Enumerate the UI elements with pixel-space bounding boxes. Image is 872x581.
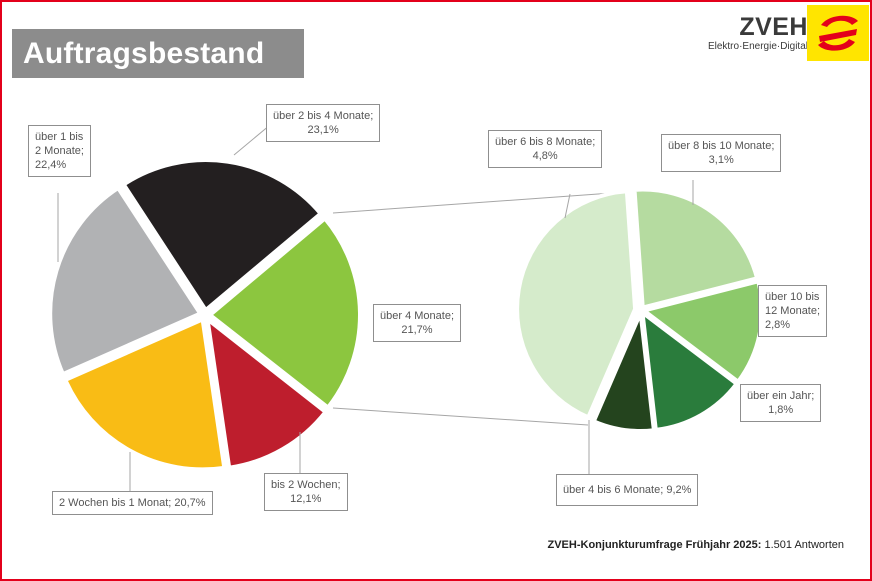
data-label-bis-2-wochen: bis 2 Wochen; 12,1% xyxy=(264,473,348,511)
leader-line-5 xyxy=(564,193,571,219)
data-label-ueber-6-bis-8-monate: über 6 bis 8 Monate; 4,8% xyxy=(488,130,603,168)
label-category: über 8 bis 10 Monate; xyxy=(668,140,775,152)
pie-slice-ueber-10-bis-12-monate xyxy=(640,310,739,432)
footnote-responses: 1.501 Antworten xyxy=(764,539,844,551)
pie-slice-ueber-1-bis-2-monate xyxy=(48,186,203,377)
logo-name: ZVEH xyxy=(739,13,808,41)
label-category: bis 2 Wochen; xyxy=(271,479,341,491)
pie-slice-ueber-4-bis-6-monate xyxy=(515,189,638,420)
label-category: über 4 Monate; xyxy=(380,310,454,322)
label-value: 21,7% xyxy=(401,324,433,336)
label-category: über 6 bis 8 Monate; xyxy=(495,136,596,148)
data-label-2-wochen-bis-1-monat: 2 Wochen bis 1 Monat; 20,7% xyxy=(52,491,213,515)
data-label-ueber-ein-jahr: über ein Jahr; 1,8% xyxy=(740,384,822,422)
label-value: 1,8% xyxy=(768,404,794,416)
zveh-logo: ZVEH Elektro·Energie·Digital xyxy=(690,14,808,53)
label-category: über 2 bis 4 Monate; xyxy=(273,110,374,122)
pie-slice-ueber-6-bis-8-monate xyxy=(632,187,760,310)
logo-tagline: Elektro·Energie·Digital xyxy=(707,41,808,52)
label-value: 4,8% xyxy=(532,150,558,162)
chart-footnote: ZVEH-Konjunkturumfrage Frühjahr 2025: 1.… xyxy=(548,539,845,551)
data-label-ueber-1-bis-2-monate: über 1 bis 2 Monate; 22,4% xyxy=(28,125,91,177)
label-value: 2,8% xyxy=(765,319,791,331)
zveh-logo-icon xyxy=(807,5,869,61)
connector-lines xyxy=(332,192,613,426)
leader-line-2 xyxy=(233,124,271,156)
chart-title: Auftragsbestand xyxy=(12,29,304,78)
pie-slice-ueber-2-bis-4-monate xyxy=(121,158,323,313)
breakdown-pie xyxy=(515,187,764,433)
label-value: 12,1% xyxy=(290,493,322,505)
data-label-ueber-2-bis-4-monate: über 2 bis 4 Monate; 23,1% xyxy=(266,104,381,142)
connector-line-1 xyxy=(332,192,613,214)
data-label-ueber-8-bis-10-monate: über 8 bis 10 Monate; 3,1% xyxy=(661,134,782,172)
label-category: über ein Jahr; xyxy=(747,390,815,402)
label-category: über 10 bis xyxy=(765,291,820,303)
data-label-ueber-10-bis-12-monate: über 10 bis 12 Monate; 2,8% xyxy=(758,285,828,337)
label-category: über 1 bis xyxy=(35,131,84,143)
pie-slice-bis-2-wochen xyxy=(205,317,328,470)
label-category: über 4 bis 6 Monate; 9,2% xyxy=(563,484,692,496)
label-leader-lines xyxy=(57,124,694,491)
label-category-2: 2 Monate; xyxy=(35,145,84,157)
pie-slice-ueber-ein-jahr xyxy=(591,310,656,433)
connector-line-2 xyxy=(332,407,589,426)
data-label-ueber-4-monate: über 4 Monate; 21,7% xyxy=(373,304,461,342)
pie-slice-2-wochen-bis-1-monat xyxy=(63,317,227,472)
label-category: 2 Wochen bis 1 Monat; 20,7% xyxy=(59,497,206,509)
label-value: 22,4% xyxy=(35,159,67,171)
footnote-survey: ZVEH-Konjunkturumfrage Frühjahr 2025: xyxy=(547,539,762,551)
label-value: 23,1% xyxy=(307,124,339,136)
label-value: 3,1% xyxy=(708,154,734,166)
pie-slice-ueber-4-monate xyxy=(207,216,362,410)
data-label-ueber-4-bis-6-monate: über 4 bis 6 Monate; 9,2% xyxy=(556,474,699,506)
main-pie xyxy=(48,158,362,472)
label-category-2: 12 Monate; xyxy=(765,305,821,317)
